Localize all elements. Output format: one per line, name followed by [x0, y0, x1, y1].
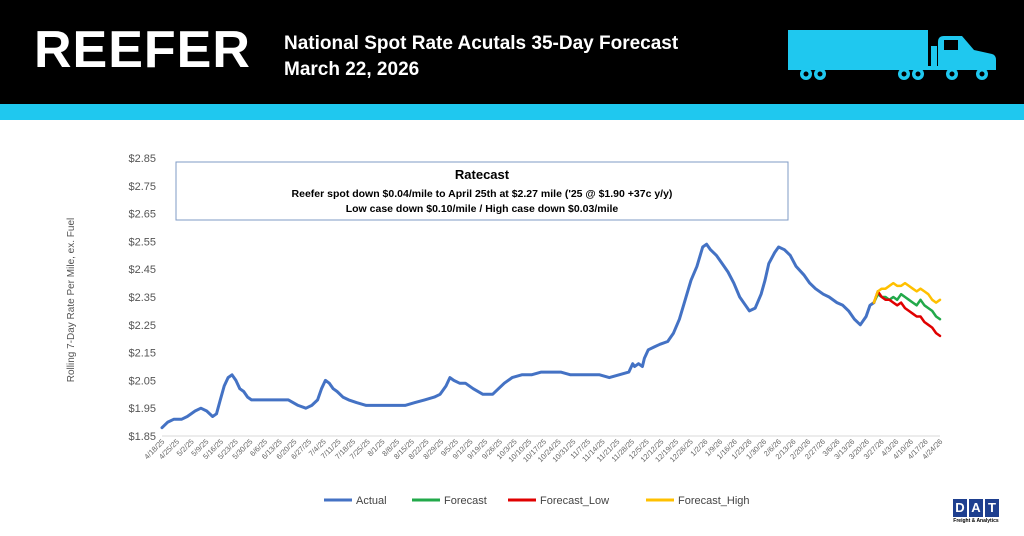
legend-label: Actual [356, 495, 387, 507]
truck-icon [788, 30, 996, 80]
logo-letter-d: D [953, 499, 967, 517]
series-line-forecast [872, 292, 942, 321]
dat-logo: D A T Freight & Analytics [953, 498, 999, 526]
ratecast-box: Ratecast Reefer spot down $0.04/mile to … [175, 161, 789, 221]
ratecast-title: Ratecast [455, 167, 510, 182]
y-tick-label: $2.35 [128, 292, 156, 304]
y-tick-label: $2.85 [128, 153, 156, 165]
y-tick-label: $2.15 [128, 348, 156, 360]
ratecast-line-1: Reefer spot down $0.04/mile to April 25t… [292, 188, 673, 200]
ratecast-line-2: Low case down $0.10/mile / High case dow… [346, 203, 619, 215]
series-line-actual [160, 242, 876, 430]
logo-tagline: Freight & Analytics [953, 518, 999, 524]
y-tick-label: $2.55 [128, 236, 156, 248]
page-title: National Spot Rate Acutals 35-Day Foreca… [284, 33, 679, 54]
y-tick-label: $2.05 [128, 375, 156, 387]
y-tick-label: $2.45 [128, 264, 156, 276]
x-axis-ticks: 4/18/254/25/255/2/255/9/255/16/255/23/25… [142, 437, 944, 464]
y-tick-label: $2.75 [128, 181, 156, 193]
y-axis-label: Rolling 7-Day Rate Per Mile, ex. Fuel [66, 218, 77, 383]
legend-label: Forecast_Low [540, 495, 609, 507]
logo-letter-a: A [969, 499, 983, 517]
legend-label: Forecast [444, 495, 487, 507]
chart-series [160, 242, 942, 430]
y-tick-label: $2.65 [128, 209, 156, 221]
y-tick-label: $1.85 [128, 431, 156, 443]
y-axis-ticks: $1.85 $1.95 $2.05 $2.15 $2.25 $2.35 $2.45 $2.55… [128, 153, 156, 443]
logo-letter-t: T [985, 499, 999, 517]
series-line-forecast-high [872, 281, 942, 304]
legend-label: Forecast_High [678, 495, 750, 507]
y-tick-label: $1.95 [128, 403, 156, 415]
page-date: March 22, 2026 [284, 59, 420, 80]
accent-stripe [0, 104, 1024, 120]
line-chart: Rolling 7-Day Rate Per Mile, ex. Fuel $1… [66, 153, 944, 507]
brand-title: REEFER [34, 21, 251, 79]
y-tick-label: $2.25 [128, 320, 156, 332]
chart-legend: Actual Forecast Forecast_Low Forecast_High [324, 495, 750, 507]
series-line-forecast-low [872, 290, 942, 338]
